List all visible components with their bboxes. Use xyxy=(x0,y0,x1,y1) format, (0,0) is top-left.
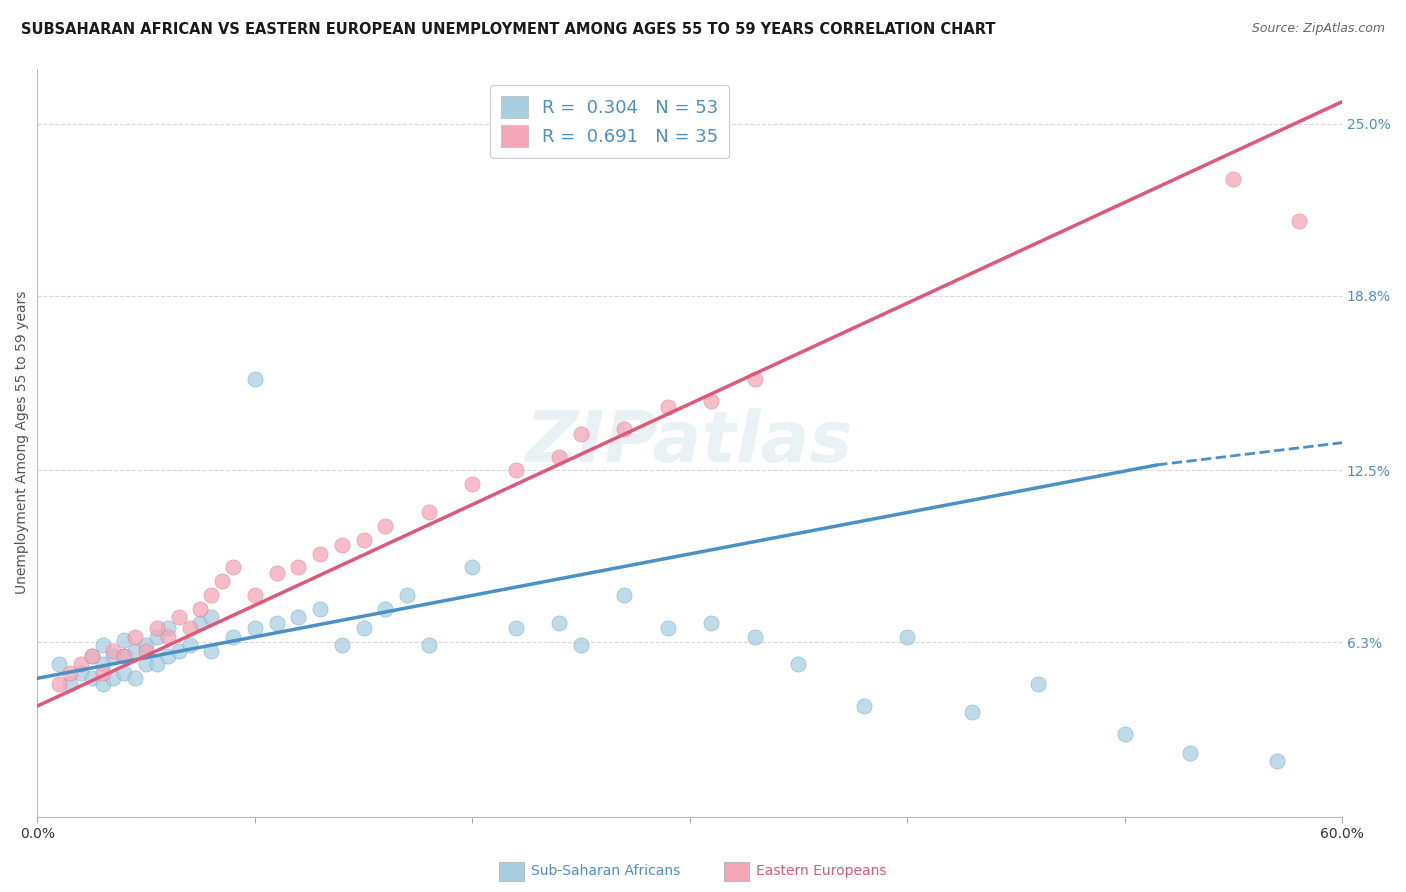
Point xyxy=(222,630,245,644)
Point xyxy=(124,630,146,644)
Point xyxy=(962,705,984,719)
Point xyxy=(200,610,222,624)
Point xyxy=(1178,746,1201,760)
Point xyxy=(190,615,212,630)
Point xyxy=(112,649,135,664)
Point xyxy=(461,477,484,491)
Point xyxy=(200,643,222,657)
Point xyxy=(418,638,440,652)
Point xyxy=(395,588,418,602)
Point xyxy=(353,622,375,636)
Point xyxy=(103,649,125,664)
Point xyxy=(222,560,245,574)
Point xyxy=(243,372,266,386)
Point xyxy=(103,643,125,657)
Point xyxy=(374,602,396,616)
Point xyxy=(124,671,146,685)
Point xyxy=(613,588,636,602)
Point xyxy=(48,657,70,672)
Point xyxy=(505,622,527,636)
Point xyxy=(657,400,679,414)
Point xyxy=(179,638,201,652)
Point xyxy=(156,622,179,636)
Point xyxy=(124,643,146,657)
Point xyxy=(69,665,91,680)
Point xyxy=(135,638,157,652)
Point xyxy=(146,630,169,644)
Point xyxy=(418,505,440,519)
Point xyxy=(112,632,135,647)
Point xyxy=(80,671,103,685)
Point xyxy=(211,574,233,589)
Point xyxy=(548,450,571,464)
Point xyxy=(91,677,114,691)
Point xyxy=(330,638,353,652)
Point xyxy=(190,602,212,616)
Point xyxy=(505,463,527,477)
Point xyxy=(135,657,157,672)
Point xyxy=(287,610,309,624)
Point xyxy=(243,622,266,636)
Point xyxy=(80,649,103,664)
Text: Sub-Saharan Africans: Sub-Saharan Africans xyxy=(531,864,681,879)
Point xyxy=(167,643,190,657)
Text: Source: ZipAtlas.com: Source: ZipAtlas.com xyxy=(1251,22,1385,36)
Point xyxy=(59,677,82,691)
Point xyxy=(1265,755,1288,769)
Text: Eastern Europeans: Eastern Europeans xyxy=(756,864,887,879)
Point xyxy=(156,649,179,664)
Y-axis label: Unemployment Among Ages 55 to 59 years: Unemployment Among Ages 55 to 59 years xyxy=(15,291,30,594)
Point xyxy=(569,427,592,442)
Point xyxy=(1288,214,1310,228)
Point xyxy=(374,519,396,533)
Point xyxy=(91,665,114,680)
Point xyxy=(657,622,679,636)
Legend: R =  0.304   N = 53, R =  0.691   N = 35: R = 0.304 N = 53, R = 0.691 N = 35 xyxy=(489,85,730,158)
Point xyxy=(91,657,114,672)
Point xyxy=(700,394,723,409)
Point xyxy=(787,657,810,672)
Point xyxy=(179,622,201,636)
Point xyxy=(103,671,125,685)
Point xyxy=(1114,727,1136,741)
Point xyxy=(80,649,103,664)
Point xyxy=(700,615,723,630)
Point xyxy=(48,677,70,691)
Point xyxy=(287,560,309,574)
Point xyxy=(156,630,179,644)
Text: ZIPatlas: ZIPatlas xyxy=(526,409,853,477)
Point xyxy=(330,538,353,552)
Point xyxy=(309,602,332,616)
Point xyxy=(461,560,484,574)
Point xyxy=(112,649,135,664)
Point xyxy=(167,610,190,624)
Point xyxy=(1026,677,1049,691)
Point xyxy=(569,638,592,652)
Point xyxy=(266,566,288,580)
Point xyxy=(200,588,222,602)
Text: SUBSAHARAN AFRICAN VS EASTERN EUROPEAN UNEMPLOYMENT AMONG AGES 55 TO 59 YEARS CO: SUBSAHARAN AFRICAN VS EASTERN EUROPEAN U… xyxy=(21,22,995,37)
Point xyxy=(309,547,332,561)
Point xyxy=(1222,172,1244,186)
Point xyxy=(613,422,636,436)
Point xyxy=(112,665,135,680)
Point xyxy=(353,533,375,547)
Point xyxy=(59,665,82,680)
Point xyxy=(266,615,288,630)
Point xyxy=(91,638,114,652)
Point xyxy=(548,615,571,630)
Point xyxy=(146,657,169,672)
Point xyxy=(744,372,766,386)
Point xyxy=(896,630,918,644)
Point xyxy=(744,630,766,644)
Point xyxy=(135,643,157,657)
Point xyxy=(69,657,91,672)
Point xyxy=(146,622,169,636)
Point xyxy=(243,588,266,602)
Point xyxy=(852,699,875,714)
